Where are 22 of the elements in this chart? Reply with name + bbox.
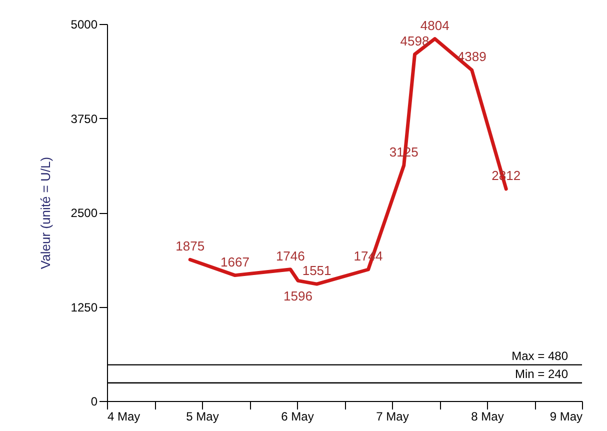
data-label: 4389 xyxy=(457,49,486,64)
data-label: 1551 xyxy=(302,263,332,278)
data-label: 4598 xyxy=(400,33,430,48)
y-tick-label: 2500 xyxy=(70,206,98,220)
ref-line-label: Min = 240 xyxy=(514,366,568,381)
y-tick-label: 5000 xyxy=(70,18,98,32)
y-axis-title: Valeur (unité = U/L) xyxy=(38,156,53,270)
x-tick-label: 7 May xyxy=(376,410,409,424)
data-label: 1596 xyxy=(284,288,312,304)
x-tick-label: 8 May xyxy=(471,410,504,424)
x-tick-label: 6 May xyxy=(281,410,314,424)
y-tick-label: 3750 xyxy=(70,112,98,126)
x-tick-label: 5 May xyxy=(186,410,219,424)
x-tick-label: 9 May xyxy=(550,410,582,424)
data-label: 1875 xyxy=(176,238,205,254)
x-tick-label: 4 May xyxy=(108,410,140,424)
y-tick-label: 1250 xyxy=(70,300,98,314)
y-tick-label: 0 xyxy=(90,394,98,408)
data-label: 1667 xyxy=(220,254,250,270)
data-label: 1746 xyxy=(276,248,305,264)
ref-line-label: Max = 480 xyxy=(512,348,568,363)
data-label: 4804 xyxy=(420,18,450,33)
